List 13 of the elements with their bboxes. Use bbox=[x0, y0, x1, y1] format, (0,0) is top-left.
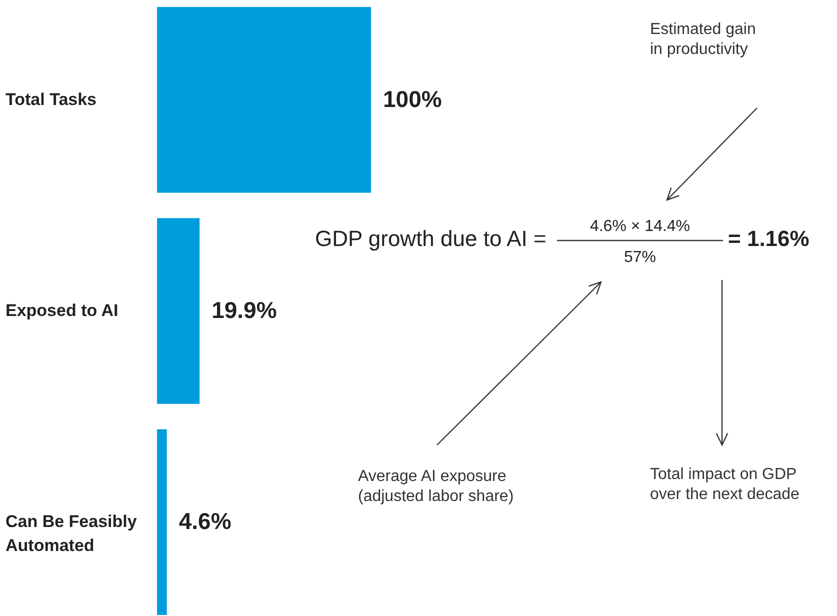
data-label: 100% bbox=[383, 86, 442, 112]
text: 57% bbox=[624, 249, 656, 266]
text: Total impact on GDP over the next decade bbox=[650, 465, 800, 505]
data-label: 4.6% bbox=[178, 508, 232, 534]
text: = 1.16% bbox=[728, 226, 810, 251]
text: Estimated gain in productivity bbox=[650, 20, 757, 60]
y-tick-label: Total Tasks bbox=[6, 90, 97, 109]
annotation: Average AI exposure (adjusted labor share) bbox=[358, 467, 515, 507]
y-tick-label: Can Be Feasibly Automated bbox=[6, 512, 138, 556]
annotation: GDP growth due to AI = bbox=[315, 226, 546, 251]
data-label: 19.9% bbox=[212, 297, 277, 323]
text: 4.6% × 14.4% bbox=[590, 218, 690, 235]
y-tick-label: Exposed to AI bbox=[6, 301, 118, 320]
